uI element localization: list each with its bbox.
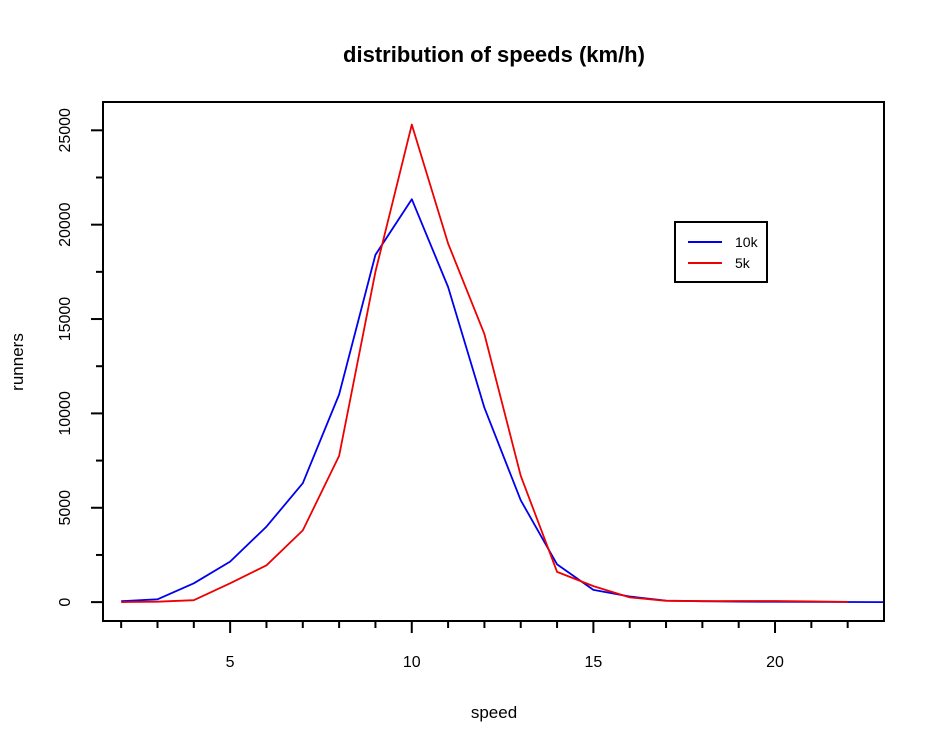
legend-label-10k: 10k xyxy=(735,234,759,250)
chart-title: distribution of speeds (km/h) xyxy=(343,42,645,67)
x-tick-label-10: 10 xyxy=(403,654,421,671)
y-tick-label-10000: 10000 xyxy=(57,391,74,436)
legend-label-5k: 5k xyxy=(735,255,751,271)
y-tick-label-15000: 15000 xyxy=(57,297,74,342)
x-axis-label: speed xyxy=(471,703,517,722)
axis-ticks: 5 10 15 20 0 5000 10000 15000 20000 25000 xyxy=(57,108,849,671)
y-axis-label: runners xyxy=(8,333,27,391)
y-tick-label-20000: 20000 xyxy=(57,202,74,247)
y-tick-label-0: 0 xyxy=(57,598,74,607)
x-tick-label-5: 5 xyxy=(226,654,235,671)
series-line-5k xyxy=(121,123,848,603)
series-line-10k xyxy=(121,198,885,603)
series-layer xyxy=(121,123,885,603)
legend-box xyxy=(674,221,768,283)
x-tick-label-20: 20 xyxy=(766,654,784,671)
y-tick-label-25000: 25000 xyxy=(57,108,74,153)
y-tick-label-5000: 5000 xyxy=(57,490,74,526)
x-tick-label-15: 15 xyxy=(584,654,602,671)
plot-frame xyxy=(102,101,885,622)
